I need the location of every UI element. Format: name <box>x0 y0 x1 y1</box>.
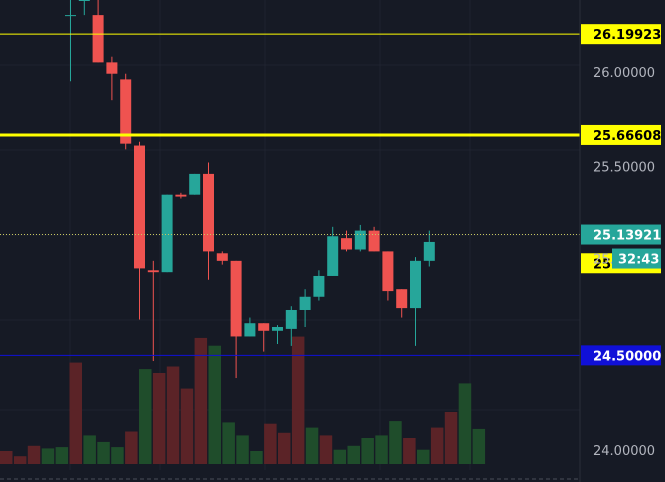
volume-bar <box>444 412 458 464</box>
volume-bar <box>222 422 235 464</box>
volume-bars <box>0 336 486 464</box>
volume-bar <box>166 366 180 464</box>
price-tick-label: 26.00000 <box>593 66 655 81</box>
candle-body <box>147 270 159 273</box>
candle-body <box>410 260 421 309</box>
volume-bar <box>305 427 319 464</box>
volume-bar <box>139 369 152 464</box>
volume-bar <box>27 445 41 464</box>
candle-body <box>203 173 214 252</box>
volume-bar <box>97 441 110 464</box>
candle-body <box>285 309 297 329</box>
countdown-label: 32:43 <box>618 253 659 268</box>
price-tag-background <box>581 24 661 45</box>
volume-bar <box>180 388 194 464</box>
volume-bar <box>417 449 430 464</box>
candle-body <box>216 253 228 261</box>
price-tag-label: 25.13921 <box>593 229 661 244</box>
candle-body <box>175 194 187 197</box>
price-tag-background <box>581 345 661 366</box>
volume-bar <box>0 451 13 464</box>
volume-bar <box>319 435 333 464</box>
candle-body <box>299 296 311 310</box>
volume-bar <box>264 423 277 464</box>
candle-body <box>189 173 201 195</box>
volume-bar <box>403 438 416 464</box>
candle-body <box>244 323 256 337</box>
volume-bar <box>347 445 360 464</box>
candle-body <box>368 230 380 252</box>
candle-body <box>423 241 435 261</box>
volume-bar <box>472 428 486 464</box>
volume-bar <box>291 336 305 464</box>
price-tick-label-partial: 25. <box>593 253 614 268</box>
candle-body <box>120 79 132 144</box>
volume-bar <box>55 447 69 464</box>
price-tick-label: 25.50000 <box>593 160 655 175</box>
price-tags: 26.1992325.6660825.1392125.1372224.50000… <box>581 24 661 366</box>
candle-body <box>78 0 90 1</box>
volume-bar <box>236 435 249 464</box>
price-lines <box>0 33 580 356</box>
volume-bar <box>41 448 55 464</box>
countdown-background <box>612 248 661 269</box>
candle-body <box>230 260 242 337</box>
candle-body <box>396 289 408 309</box>
volume-bar <box>69 362 82 464</box>
volume-bar <box>430 427 444 464</box>
volume-bar <box>194 337 208 464</box>
price-tag-label: 26.19923 <box>593 28 661 43</box>
volume-bar <box>250 451 263 464</box>
volume-bar <box>152 373 166 464</box>
volume-bar <box>83 435 96 464</box>
volume-bar <box>125 431 138 464</box>
volume-bar <box>333 449 347 464</box>
candle-body <box>134 145 145 269</box>
candle-body <box>258 323 270 331</box>
price-tick-label: 24.00000 <box>593 444 655 459</box>
price-tag-label: 25.66608 <box>593 129 661 144</box>
candle-body <box>65 15 76 17</box>
candle-body <box>313 275 325 297</box>
volume-bar <box>278 432 291 464</box>
candle-body <box>327 236 339 276</box>
candle-body <box>354 230 366 250</box>
candle-body <box>341 238 352 250</box>
volume-bar <box>458 383 472 464</box>
price-axis[interactable]: 26.00000 25.50000 24.00000 <box>593 66 655 459</box>
candle-body <box>161 194 173 273</box>
candle-body <box>106 62 118 74</box>
candles <box>65 0 435 379</box>
volume-bar <box>361 438 374 464</box>
price-tag-background <box>581 224 661 245</box>
volume-bar <box>375 435 388 464</box>
price-tag-label: 24.50000 <box>593 349 661 364</box>
volume-bar <box>389 421 402 464</box>
candle-body <box>272 327 283 331</box>
price-tag-background <box>581 124 661 145</box>
volume-bar <box>13 456 27 464</box>
volume-bar <box>208 345 221 464</box>
volume-bar <box>111 447 124 464</box>
candle-body <box>92 15 104 63</box>
candle-body <box>382 251 394 292</box>
